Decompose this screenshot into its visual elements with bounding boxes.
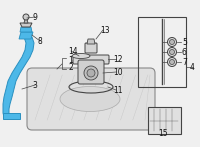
Circle shape: [87, 69, 95, 77]
Text: 6: 6: [182, 47, 187, 56]
Polygon shape: [20, 27, 32, 32]
Circle shape: [170, 60, 174, 65]
FancyBboxPatch shape: [78, 60, 104, 84]
Text: 13: 13: [100, 25, 110, 35]
FancyBboxPatch shape: [85, 43, 97, 53]
Ellipse shape: [60, 86, 120, 112]
Polygon shape: [19, 32, 33, 39]
Ellipse shape: [73, 57, 109, 65]
Ellipse shape: [72, 54, 90, 59]
Text: 4: 4: [190, 62, 195, 71]
Circle shape: [23, 14, 29, 20]
Text: 12: 12: [113, 55, 122, 64]
Text: 1: 1: [68, 56, 73, 65]
FancyBboxPatch shape: [148, 106, 180, 133]
FancyBboxPatch shape: [27, 68, 155, 130]
Polygon shape: [3, 35, 34, 119]
Text: 10: 10: [113, 67, 123, 76]
Text: 11: 11: [113, 86, 122, 95]
Text: 7: 7: [182, 57, 187, 66]
Polygon shape: [20, 23, 32, 27]
Circle shape: [170, 40, 174, 45]
Circle shape: [84, 66, 98, 80]
FancyBboxPatch shape: [73, 55, 109, 64]
Circle shape: [170, 50, 174, 55]
Circle shape: [168, 57, 177, 66]
Polygon shape: [87, 39, 95, 44]
Text: 2: 2: [68, 62, 73, 71]
Polygon shape: [3, 113, 20, 119]
Text: 9: 9: [32, 12, 37, 21]
Polygon shape: [24, 19, 28, 23]
Text: 5: 5: [182, 37, 187, 46]
Circle shape: [168, 47, 177, 56]
Circle shape: [168, 37, 177, 46]
Bar: [138, 17, 186, 87]
Text: 14: 14: [68, 46, 78, 56]
Ellipse shape: [77, 59, 105, 64]
Text: 8: 8: [37, 36, 42, 46]
Text: 3: 3: [32, 81, 37, 90]
Text: 15: 15: [158, 130, 168, 138]
